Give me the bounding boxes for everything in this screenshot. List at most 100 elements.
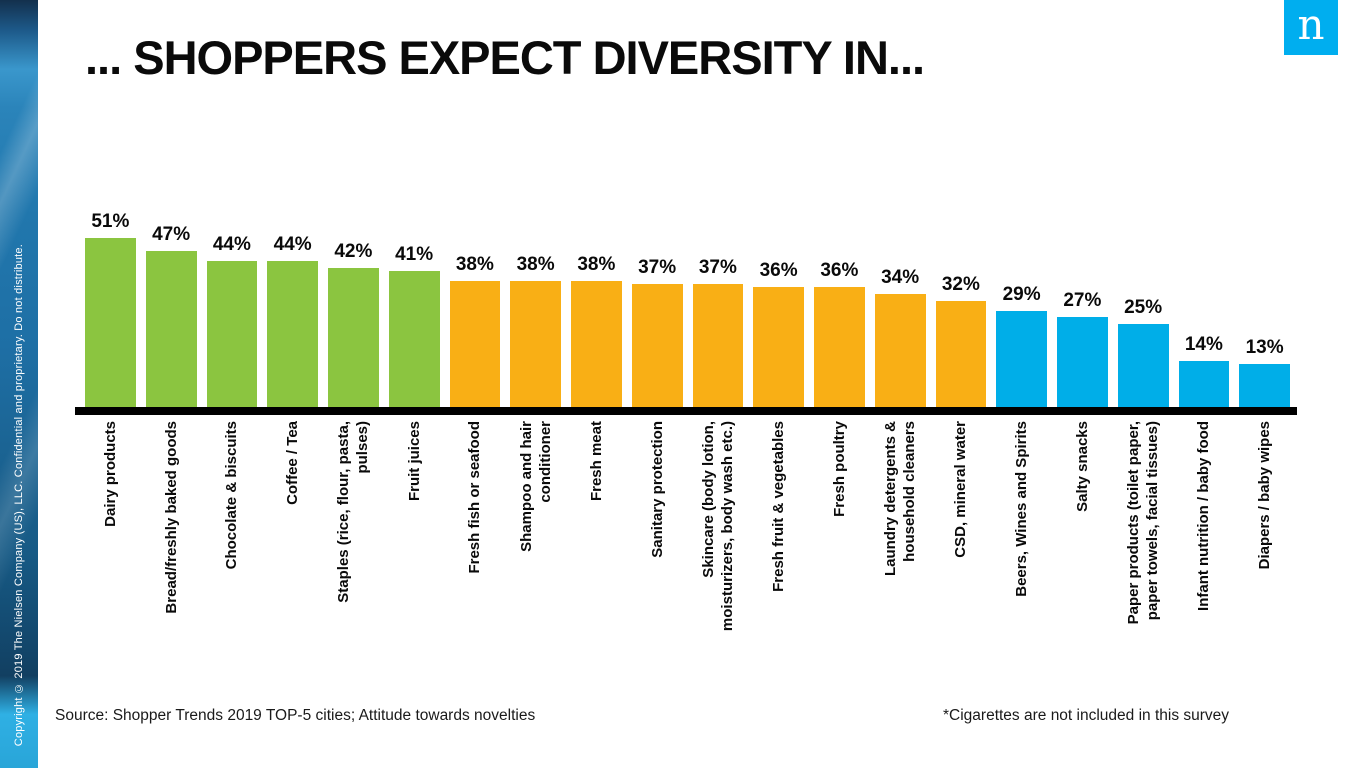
category-label: Shampoo and hair conditioner (510, 421, 561, 552)
category-label-line: Laundry detergents & (882, 421, 900, 577)
bar (1239, 364, 1290, 407)
category-label: Salty snacks (1057, 421, 1108, 512)
bar-column: 44% (206, 234, 258, 407)
bar-column: 41% (388, 244, 440, 407)
bar-value-label: 38% (516, 254, 555, 275)
bar-value-label: 37% (638, 257, 677, 278)
sidebar-brand-strip: Copyright © 2019 The Nielsen Company (US… (0, 0, 38, 768)
category-label: Fresh meat (571, 421, 622, 501)
bar-column: 37% (631, 257, 683, 407)
bar (571, 281, 622, 407)
bar-value-label: 34% (881, 267, 920, 288)
bar-column: 36% (814, 260, 865, 407)
bar-value-label: 47% (152, 224, 191, 245)
bar (935, 301, 987, 407)
category-label-line: Fresh fish or seafood (466, 421, 484, 574)
bar-column: 37% (692, 257, 744, 407)
bar-value-label: 36% (759, 260, 798, 281)
bar-value-label: 29% (1002, 284, 1041, 305)
bar-value-label: 27% (1063, 290, 1102, 311)
category-label: Fresh fish or seafood (450, 421, 501, 574)
bar (328, 268, 379, 407)
bar (85, 238, 136, 407)
category-label-line: Diapers / baby wipes (1256, 421, 1274, 570)
bar-column: 25% (1117, 297, 1169, 407)
category-label: CSD, mineral water (936, 421, 987, 558)
bar (996, 311, 1047, 407)
category-label: Infant nutrition / baby food (1179, 421, 1230, 611)
bar-value-label: 51% (91, 211, 130, 232)
category-label-line: Sanitary protection (648, 421, 666, 558)
nielsen-logo: n (1284, 0, 1338, 55)
category-label: Staples (rice, flour, pasta, pulses) (328, 421, 379, 603)
bar-value-label: 14% (1184, 334, 1223, 355)
bar (206, 261, 258, 407)
bar (1117, 324, 1169, 407)
category-label: Diapers / baby wipes (1239, 421, 1290, 569)
category-label-line: Paper products (toilet paper, (1125, 421, 1143, 625)
category-label-line: Fresh meat (587, 421, 605, 502)
bar-column: 29% (996, 284, 1047, 407)
bar-chart: 51% 47% 44% 44% 42% 41% 38% 38% 38% 37% 37% 36% 36% 3… (85, 211, 1290, 407)
bar-value-label: 37% (698, 257, 737, 278)
bar-column: 13% (1239, 337, 1290, 407)
category-label: Paper products (toilet paper, paper towel… (1118, 421, 1169, 624)
category-label: Chocolate & biscuits (207, 421, 258, 569)
bar-column: 32% (935, 274, 987, 407)
bar-column: 14% (1178, 334, 1230, 407)
copyright-vertical-text: Copyright © 2019 The Nielsen Company (US… (13, 243, 25, 746)
bar-value-label: 38% (577, 254, 616, 275)
bar (449, 281, 501, 407)
category-label-line: Skincare (body lotion, (699, 421, 717, 578)
bar-column: 38% (449, 254, 501, 407)
bar-column: 38% (571, 254, 622, 407)
nielsen-logo-letter: n (1297, 0, 1325, 49)
category-label-line: Shampoo and hair (517, 421, 535, 552)
x-axis-baseline (75, 407, 1297, 415)
category-label-line: Salty snacks (1073, 421, 1091, 512)
category-label: Sanitary protection (632, 421, 683, 558)
category-label: Skincare (body lotion, moisturizers, body… (693, 421, 744, 631)
category-label-line: paper towels, facial tissues) (1144, 421, 1162, 621)
category-label-line: Staples (rice, flour, pasta, (335, 421, 353, 603)
cigarettes-exclusion-note: *Cigarettes are not included in this sur… (943, 707, 1230, 724)
bar-value-label: 36% (820, 260, 859, 281)
bar-column: 34% (874, 267, 926, 407)
category-label-line: Fresh fruit & vegetables (770, 421, 788, 592)
category-label: Bread/freshly baked goods (146, 421, 197, 614)
bar-column: 27% (1057, 290, 1108, 407)
category-label-line: Chocolate & biscuits (223, 421, 241, 570)
category-label-line: moisturizers, body wash etc.) (718, 421, 736, 632)
source-note: Source: Shopper Trends 2019 TOP-5 cities… (55, 707, 536, 724)
category-label-line: pulses) (354, 421, 372, 474)
slide-title: ... SHOPPERS EXPECT DIVERSITY IN... (85, 31, 925, 84)
category-label: Fresh fruit & vegetables (753, 421, 804, 592)
category-label: Coffee / Tea (267, 421, 318, 505)
category-label: Laundry detergents & household cleaners (875, 421, 926, 576)
bar-value-label: 25% (1124, 297, 1163, 318)
bar (1057, 317, 1108, 407)
bar-column: 36% (753, 260, 804, 407)
bar (388, 271, 440, 407)
bar-value-label: 44% (212, 234, 251, 255)
bar (874, 294, 926, 407)
bar-value-label: 38% (455, 254, 494, 275)
category-label-line: conditioner (536, 421, 554, 503)
category-label: Dairy products (85, 421, 136, 527)
category-label: Fresh poultry (814, 421, 865, 517)
category-label: Fruit juices (389, 421, 440, 501)
category-label-line: Beers, Wines and Spirits (1013, 421, 1031, 597)
bar-value-label: 44% (273, 234, 312, 255)
bar-value-label: 13% (1245, 337, 1284, 358)
category-label-line: Dairy products (101, 421, 119, 527)
category-label-line: Fresh poultry (830, 421, 848, 517)
category-label-line: Infant nutrition / baby food (1195, 421, 1213, 611)
category-label-line: Bread/freshly baked goods (162, 421, 180, 614)
category-label-line: Fruit juices (405, 421, 423, 502)
category-label-line: CSD, mineral water (952, 421, 970, 558)
bar (1178, 361, 1230, 407)
bar-column: 51% (85, 211, 136, 407)
bar (267, 261, 318, 407)
bar (692, 284, 744, 407)
